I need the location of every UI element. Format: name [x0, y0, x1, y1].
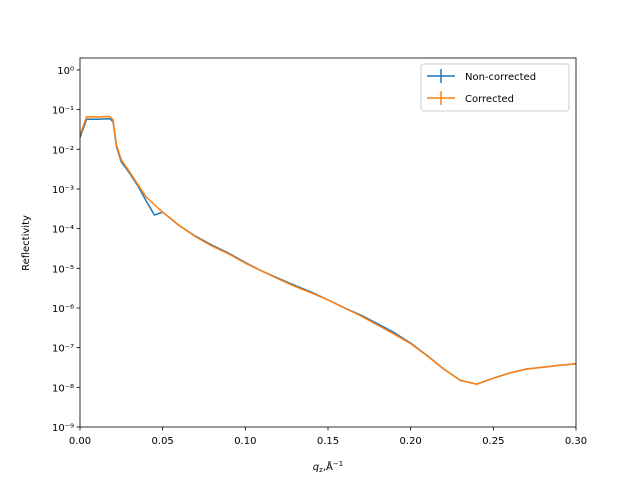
y-tick-label: 10⁻⁷ — [52, 344, 74, 355]
plot-frame — [79, 57, 577, 428]
legend-box — [420, 63, 570, 112]
x-tick-label: 0.10 — [234, 436, 256, 447]
x-tick-label: 0.20 — [400, 436, 422, 447]
y-tick-label: 10⁻⁸ — [52, 383, 74, 394]
y-tick-label: 10⁻¹ — [52, 106, 74, 117]
line — [80, 115, 576, 385]
y-tick-label: 10⁻⁵ — [52, 264, 74, 275]
y-tick-label: 10⁻⁶ — [52, 304, 74, 315]
x-tick-label: 0.25 — [482, 436, 504, 447]
x-tick-label: 0.00 — [69, 436, 91, 447]
legend-label: Corrected — [465, 94, 514, 105]
y-tick-label: 10⁻⁹ — [52, 423, 74, 434]
y-tick-label: 10⁻² — [52, 145, 74, 156]
y-tick-label: 10⁻³ — [52, 185, 74, 196]
y-tick-label: 10⁻⁴ — [52, 225, 74, 236]
y-tick-label: 10⁰ — [57, 66, 74, 77]
legend-label: Non-corrected — [465, 72, 536, 83]
x-tick-label: 0.15 — [317, 436, 339, 447]
x-axis-label: qz,Å−1 — [313, 460, 343, 474]
y-axis-label: Reflectivity — [21, 215, 32, 271]
x-tick-label: 0.30 — [565, 436, 587, 447]
x-tick-label: 0.05 — [152, 436, 174, 447]
